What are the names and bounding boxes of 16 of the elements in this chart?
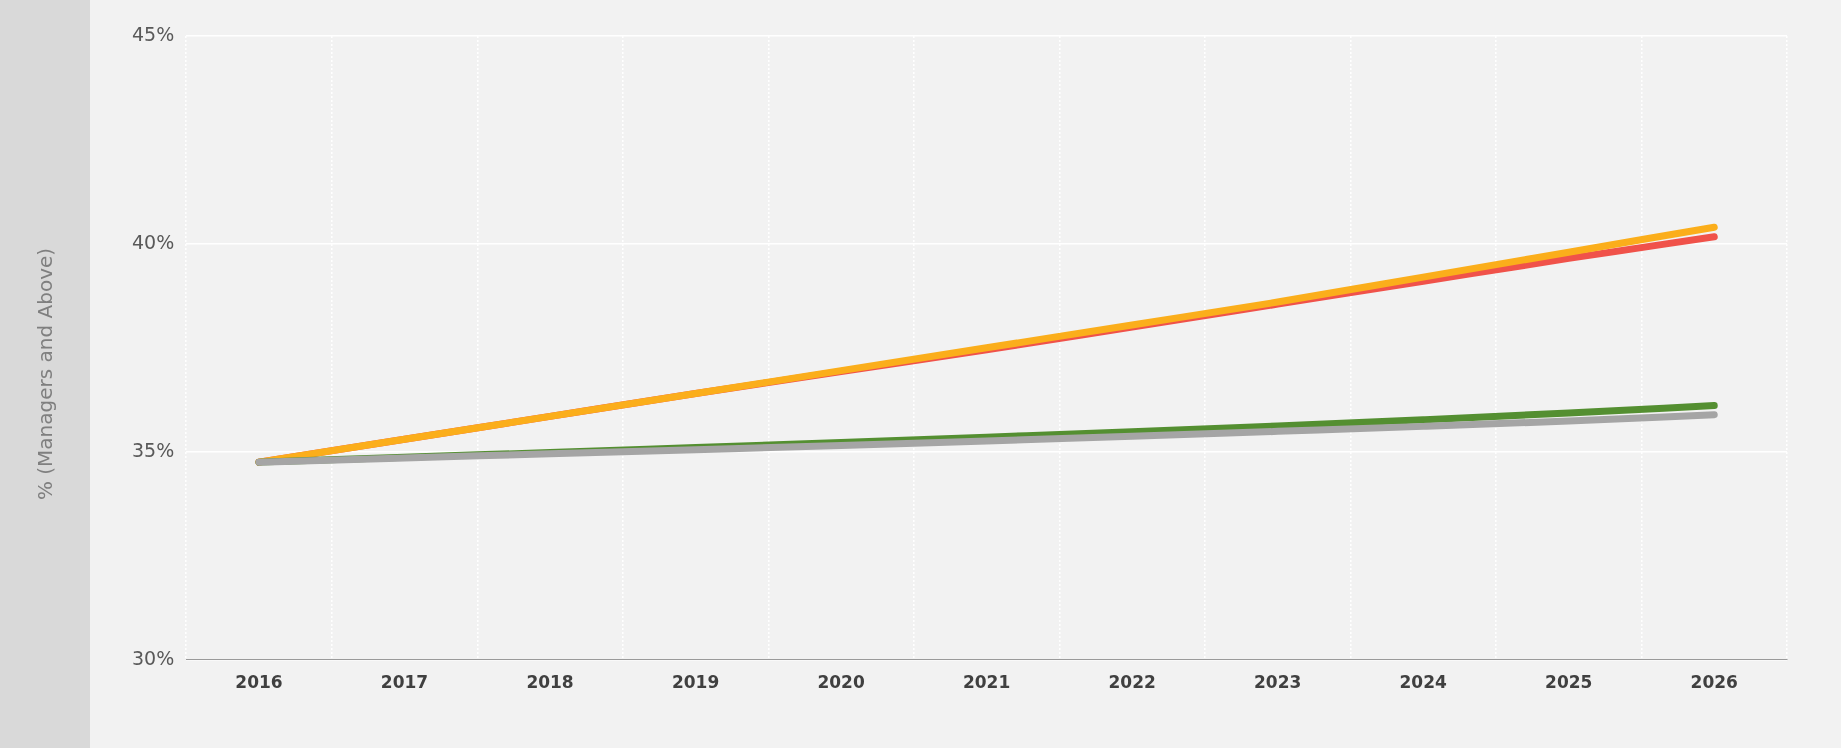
x-tick-label: 2017 — [380, 672, 429, 693]
x-tick-label: 2025 — [1545, 672, 1593, 693]
y-tick-label: 30% — [132, 646, 175, 669]
x-tick-label: 2018 — [526, 672, 574, 693]
y-axis-title: % (Managers and Above) — [33, 247, 57, 501]
y-tick-label: 45% — [132, 22, 175, 45]
x-tick-label: 2024 — [1399, 672, 1448, 693]
x-tick-label: 2022 — [1108, 672, 1156, 693]
y-tick-label: 40% — [132, 230, 175, 253]
x-tick-label: 2021 — [962, 672, 1011, 693]
x-tick-label: 2023 — [1254, 672, 1302, 693]
x-tick-label: 2026 — [1690, 672, 1738, 693]
x-tick-label: 2019 — [671, 672, 720, 693]
x-tick-label: 2016 — [235, 672, 283, 693]
x-tick-label: 2020 — [817, 672, 865, 693]
y-tick-label: 35% — [132, 438, 175, 461]
